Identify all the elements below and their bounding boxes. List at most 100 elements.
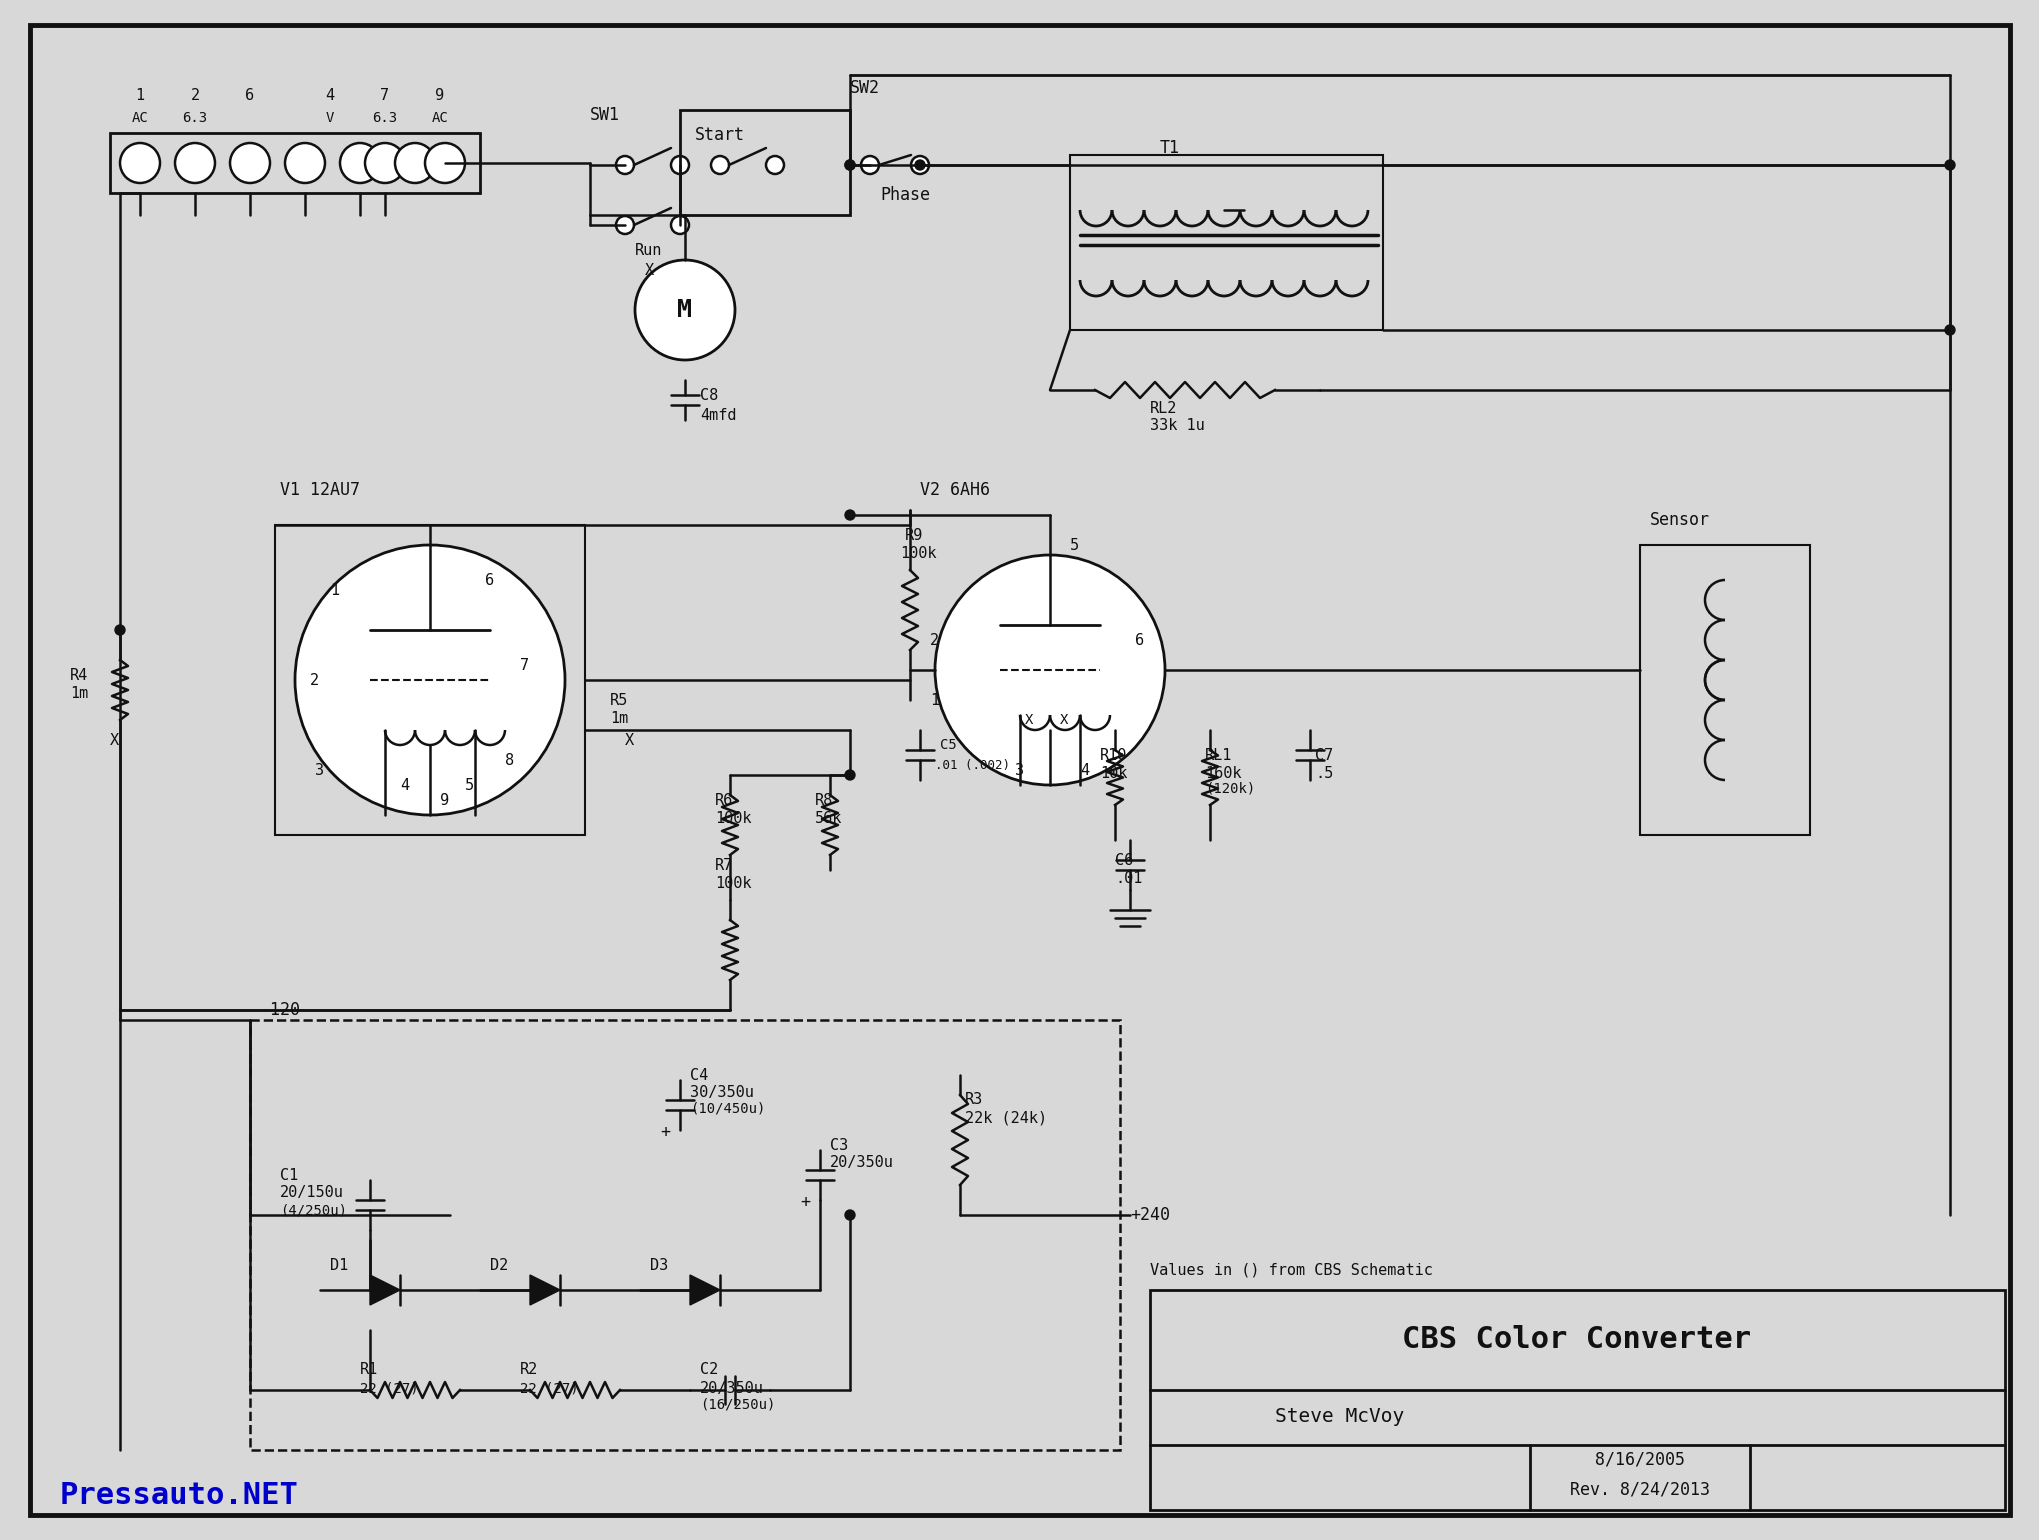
Text: CBS Color Converter: CBS Color Converter: [1401, 1326, 1752, 1355]
Circle shape: [424, 143, 465, 183]
Text: SW1: SW1: [589, 106, 620, 125]
Text: Start: Start: [695, 126, 744, 145]
Circle shape: [616, 216, 634, 234]
Text: 9: 9: [434, 88, 445, 103]
Circle shape: [1943, 325, 1953, 336]
Circle shape: [634, 260, 734, 360]
Text: Steve McVoy: Steve McVoy: [1274, 1408, 1405, 1426]
Circle shape: [671, 216, 689, 234]
Text: V2 6AH6: V2 6AH6: [920, 480, 989, 499]
Text: .01 (.002): .01 (.002): [934, 759, 1009, 772]
Text: 22 (27): 22 (27): [359, 1381, 418, 1395]
Text: X: X: [644, 262, 655, 277]
Text: C7: C7: [1315, 747, 1334, 762]
Text: R10: R10: [1099, 747, 1128, 762]
Circle shape: [844, 160, 854, 169]
Text: AC: AC: [432, 111, 449, 125]
Text: R6: R6: [714, 793, 732, 807]
Text: R4: R4: [69, 667, 88, 682]
Text: C1: C1: [279, 1167, 298, 1183]
Text: 5: 5: [1070, 537, 1079, 553]
Circle shape: [860, 156, 879, 174]
Text: 6: 6: [1134, 633, 1144, 647]
Circle shape: [296, 545, 565, 815]
Text: .5: .5: [1315, 765, 1334, 781]
Circle shape: [844, 160, 854, 169]
Text: 3: 3: [1015, 762, 1024, 778]
Text: 56k: 56k: [816, 810, 842, 825]
Text: +: +: [799, 1194, 809, 1210]
Text: 22k (24k): 22k (24k): [964, 1110, 1046, 1126]
Circle shape: [285, 143, 324, 183]
Text: C5: C5: [940, 738, 956, 752]
Text: 22 (27): 22 (27): [520, 1381, 579, 1395]
Text: 10k: 10k: [1099, 765, 1128, 781]
Text: 4: 4: [400, 778, 410, 793]
Text: X: X: [1024, 713, 1034, 727]
Text: C6: C6: [1115, 853, 1134, 867]
Text: 33k 1u: 33k 1u: [1150, 417, 1205, 433]
Text: Rev. 8/24/2013: Rev. 8/24/2013: [1570, 1481, 1709, 1498]
Text: 8/16/2005: 8/16/2005: [1594, 1451, 1684, 1469]
Text: 2: 2: [930, 633, 938, 647]
Text: C2: C2: [699, 1363, 718, 1377]
Polygon shape: [530, 1275, 561, 1304]
Text: 8: 8: [506, 753, 514, 767]
Circle shape: [911, 156, 928, 174]
Text: R8: R8: [816, 793, 832, 807]
Text: 6.3: 6.3: [181, 111, 208, 125]
Text: 100k: 100k: [714, 876, 750, 890]
Text: C4: C4: [689, 1067, 708, 1083]
Text: Values in () from CBS Schematic: Values in () from CBS Schematic: [1150, 1263, 1431, 1278]
Text: 20/150u: 20/150u: [279, 1186, 345, 1201]
Text: 20/350u: 20/350u: [699, 1380, 763, 1395]
Circle shape: [1943, 160, 1953, 169]
Text: 30/350u: 30/350u: [689, 1084, 754, 1100]
Circle shape: [396, 143, 434, 183]
Text: 4: 4: [1079, 762, 1089, 778]
Bar: [1150, 1291, 2004, 1511]
Text: X: X: [110, 733, 118, 747]
Circle shape: [175, 143, 214, 183]
Circle shape: [341, 143, 379, 183]
Text: RL1: RL1: [1205, 747, 1232, 762]
Text: R2: R2: [520, 1363, 538, 1377]
Bar: [275, 525, 585, 835]
Circle shape: [671, 156, 689, 174]
Circle shape: [616, 156, 634, 174]
Text: R7: R7: [714, 858, 732, 873]
Bar: [1639, 545, 1809, 835]
Text: (120k): (120k): [1205, 781, 1254, 795]
Circle shape: [765, 156, 783, 174]
Text: T1: T1: [1160, 139, 1179, 157]
Text: RL2: RL2: [1150, 400, 1177, 416]
Text: Run: Run: [634, 242, 663, 257]
Text: SW2: SW2: [850, 79, 879, 97]
Text: 1: 1: [930, 693, 938, 707]
Text: 100k: 100k: [714, 810, 750, 825]
Text: (10/450u): (10/450u): [689, 1101, 765, 1115]
Circle shape: [844, 770, 854, 779]
Text: D1: D1: [330, 1258, 349, 1272]
Bar: [679, 109, 850, 216]
Circle shape: [934, 554, 1164, 785]
Text: V1 12AU7: V1 12AU7: [279, 480, 359, 499]
Polygon shape: [369, 1275, 400, 1304]
Text: 2: 2: [190, 88, 200, 103]
Text: 7: 7: [520, 658, 528, 673]
Text: 2: 2: [310, 673, 318, 687]
Text: R3: R3: [964, 1092, 983, 1107]
Text: R5: R5: [610, 693, 628, 707]
Text: .01: .01: [1115, 870, 1142, 885]
Text: V: V: [326, 111, 334, 125]
Circle shape: [916, 160, 924, 169]
Text: 6.3: 6.3: [373, 111, 398, 125]
Circle shape: [230, 143, 269, 183]
Text: 5: 5: [465, 778, 473, 793]
Circle shape: [712, 156, 728, 174]
Bar: [251, 1019, 1119, 1451]
Text: AC: AC: [133, 111, 149, 125]
Circle shape: [365, 143, 406, 183]
Text: (16/250u): (16/250u): [699, 1398, 775, 1412]
Text: Sensor: Sensor: [1650, 511, 1709, 530]
